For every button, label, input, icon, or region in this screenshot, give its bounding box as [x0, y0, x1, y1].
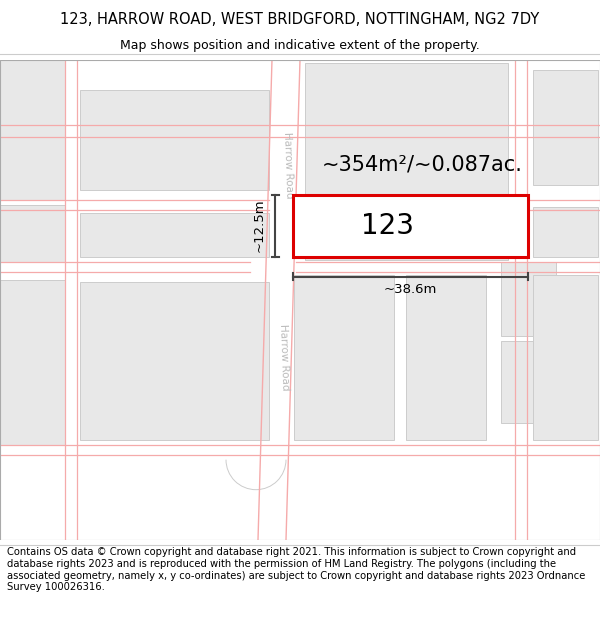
Bar	[294, 275, 394, 440]
Text: ~354m²/~0.087ac.: ~354m²/~0.087ac.	[322, 154, 523, 174]
Text: Map shows position and indicative extent of the property.: Map shows position and indicative extent…	[120, 39, 480, 52]
Bar	[80, 89, 269, 190]
Bar	[80, 213, 269, 257]
Bar	[533, 275, 598, 440]
Text: ~38.6m: ~38.6m	[384, 283, 437, 296]
Bar	[305, 62, 508, 198]
Polygon shape	[258, 59, 300, 539]
Bar	[501, 341, 556, 422]
Bar	[0, 59, 65, 200]
Text: 123: 123	[361, 212, 413, 239]
Bar	[0, 280, 65, 445]
Text: Harrow Road: Harrow Road	[282, 132, 294, 199]
Bar	[406, 275, 486, 440]
Text: Harrow Road: Harrow Road	[278, 324, 290, 391]
Bar	[0, 205, 65, 262]
Bar	[293, 195, 528, 257]
Bar	[305, 206, 508, 260]
Bar	[533, 207, 598, 257]
Bar	[80, 282, 269, 440]
Bar	[501, 262, 556, 336]
Text: 123, HARROW ROAD, WEST BRIDGFORD, NOTTINGHAM, NG2 7DY: 123, HARROW ROAD, WEST BRIDGFORD, NOTTIN…	[61, 12, 539, 27]
Text: Contains OS data © Crown copyright and database right 2021. This information is : Contains OS data © Crown copyright and d…	[7, 548, 586, 592]
Bar	[435, 202, 510, 244]
Text: ~12.5m: ~12.5m	[253, 199, 265, 252]
Bar	[533, 69, 598, 185]
